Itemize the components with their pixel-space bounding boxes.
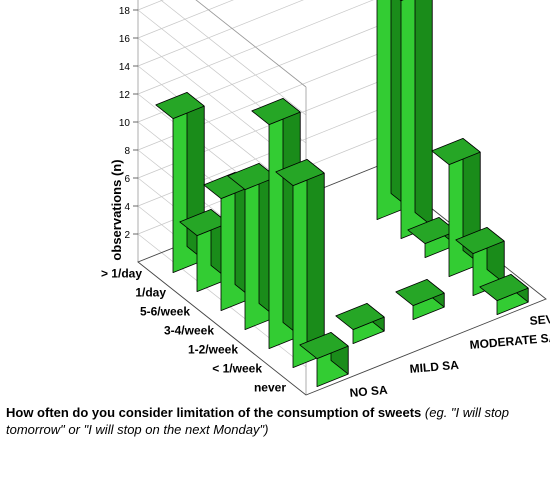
chart-caption: How often do you consider limitation of … [6,404,526,438]
bars [155,0,529,388]
bar-top-face [431,137,481,166]
frequency-label: never [254,381,286,395]
back-wall-gridline [137,0,374,95]
bar-top-face [455,226,505,255]
frequency-label: < 1/week [212,362,262,376]
bar-top-face [275,158,325,187]
bar-moderate-sa-1 [395,278,445,321]
y-axis-label: observations (n) [109,159,124,260]
group-label: NO SA [349,383,388,400]
frequency-label: 5-6/week [140,305,190,319]
wall-edge [195,0,307,88]
bar-top-face [299,331,349,360]
bar-no-sa-1 [275,158,325,369]
frequency-label: 1-2/week [188,343,238,357]
bar-top-face [179,208,229,237]
frequency-label: 3-4/week [164,324,214,338]
bar-top-face [395,278,445,307]
bar-no-sa-0 [299,331,349,388]
bar-top-face [155,92,205,119]
left-wall-gridline [195,0,307,88]
bar-mild-sa-1 [335,302,385,345]
bar-top-face [227,162,277,191]
bar-chart-3d: 246810121416182022 observations (n) neve… [101,0,550,400]
bar-top-face [251,98,301,125]
left-wall-gridline [160,0,307,116]
bar-top-face [407,216,457,245]
bar-top-face [335,302,385,331]
frequency-axis-labels: never < 1/week 1-2/week 3-4/week 5-6/week 1/d… [101,267,286,395]
bar-top-face [399,0,404,2]
bar-side-face [306,158,325,356]
y-axis-ticks: 246810121416182022 [119,6,138,241]
y-tick-label: 4 [124,202,130,213]
bar-top-face [479,273,529,302]
frequency-label: 1/day [135,286,166,300]
bar-severe-sa-0 [479,273,529,316]
y-tick-label: 8 [124,146,130,157]
bar-side-face [414,0,433,227]
group-label: MODERATE SA [469,330,550,352]
bar-severe-sa-4 [399,0,433,240]
y-tick-label: 6 [124,174,130,185]
y-tick-label: 16 [119,34,131,45]
caption-example: (eg. "I will stop tomorrow" or "I will s… [6,405,510,437]
back-wall-gridline [137,0,304,67]
y-tick-label: 10 [119,118,131,129]
caption-question: How often do you consider limitation of … [6,405,422,420]
group-label: SEVERE SA [529,308,550,328]
y-tick-label: 2 [124,230,130,241]
y-tick-label: 14 [119,62,131,73]
y-tick-label: 12 [119,90,131,101]
back-wall-gridline [137,0,234,39]
back-wall-gridline [137,0,164,11]
y-tick-label: 18 [119,6,131,17]
group-label: MILD SA [409,358,460,376]
frequency-label: > 1/day [101,267,142,281]
